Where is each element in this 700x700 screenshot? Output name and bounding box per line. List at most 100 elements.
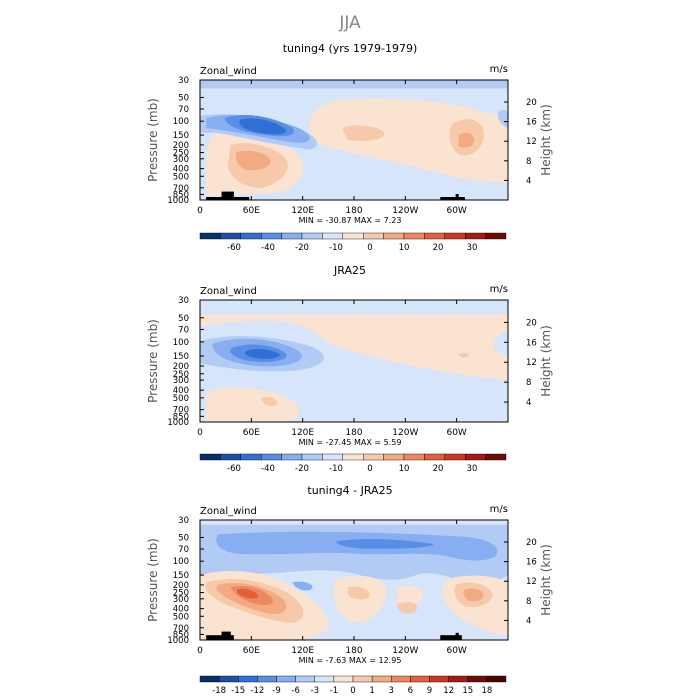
y-tick-label: 30 — [178, 296, 189, 306]
colorbar-box — [410, 675, 430, 683]
colorbar-box — [257, 675, 277, 683]
y-tick-label: 100 — [173, 557, 189, 567]
colorbar-label: -40 — [261, 464, 275, 474]
panel-2: JRA25 Zonal_wind m/s 0 60E 120E 180 120W 60W 30 50… — [146, 264, 553, 474]
colorbar-box — [238, 675, 258, 683]
terrain-mask — [221, 631, 231, 640]
colorbar-box — [467, 675, 488, 683]
min-max-stats: MIN = -30.87 MAX = 7.23 — [299, 216, 402, 225]
height-tick-label: 16 — [526, 338, 537, 348]
height-tick-label: 20 — [526, 318, 537, 328]
colorbar-label: -18 — [212, 686, 226, 696]
colorbar-box — [218, 675, 239, 683]
x-tick-label: 60W — [446, 646, 466, 656]
colorbar-label: 1 — [369, 686, 374, 696]
colorbar-label: 30 — [467, 243, 478, 253]
contour-field — [200, 80, 508, 200]
x-tick-label: 60E — [243, 206, 260, 216]
x-tick-label: 0 — [197, 646, 203, 656]
page-title: JJA — [338, 13, 361, 33]
y-tick-label: 250 — [173, 149, 189, 159]
colorbar-label: 20 — [433, 243, 444, 253]
y-tick-label: 500 — [173, 172, 189, 182]
y-tick-label: 700 — [173, 184, 189, 194]
units-label: m/s — [490, 284, 508, 295]
y-tick-label: 300 — [173, 155, 189, 165]
terrain-mask — [440, 197, 465, 200]
contour-region — [200, 80, 508, 89]
variable-label: Zonal_wind — [200, 66, 257, 77]
y-tick-label: 400 — [173, 165, 189, 175]
colorbar-box — [403, 453, 425, 461]
y-tick-label: 700 — [173, 406, 189, 416]
colorbar-label: 10 — [399, 243, 410, 253]
colorbar-box — [363, 232, 384, 240]
y-tick-label: 70 — [178, 545, 189, 555]
y-axis-label: Pressure (mb) — [146, 319, 160, 403]
colorbar-box — [465, 453, 486, 461]
y-tick-label: 30 — [178, 516, 189, 526]
colorbar-box — [391, 675, 411, 683]
contour-region — [333, 575, 387, 624]
colorbar-label: -1 — [330, 686, 338, 696]
panel-1: tuning4 (yrs 1979-1979) Zonal_wind m/s 0 60E… — [146, 42, 553, 253]
y-tick-label: 150 — [173, 571, 189, 581]
colorbar-box — [383, 453, 405, 461]
panel-title: JRA25 — [333, 264, 366, 277]
y-tick-label: 500 — [173, 612, 189, 622]
colorbar-label: 12 — [443, 686, 454, 696]
colorbar-label: -40 — [261, 243, 275, 253]
y-tick-label: 300 — [173, 376, 189, 386]
height-tick-label: 20 — [526, 538, 537, 548]
colorbar-box — [424, 232, 445, 240]
height-tick-label: 8 — [526, 597, 531, 607]
colorbar-box — [314, 675, 335, 683]
colorbar-label: 0 — [367, 243, 372, 253]
colorbar-box — [220, 232, 241, 240]
y-axis-label-right: Height (km) — [539, 325, 553, 396]
contour-region — [235, 150, 271, 171]
colorbar-label: -15 — [231, 686, 245, 696]
y-tick-label: 200 — [173, 581, 189, 591]
colorbar-box — [261, 232, 282, 240]
colorbar-box — [465, 232, 486, 240]
y-tick-label: 850 — [173, 412, 189, 422]
colorbar-label: -3 — [311, 686, 319, 696]
colorbar-box — [342, 232, 364, 240]
colorbar-box — [240, 453, 262, 461]
x-tick-label: 0 — [197, 428, 203, 438]
colorbar-box — [403, 232, 425, 240]
height-tick-label: 16 — [526, 118, 537, 128]
terrain-mask — [206, 635, 234, 640]
colorbar-label: -20 — [295, 464, 309, 474]
colorbar-box — [352, 675, 373, 683]
colorbar-label: -6 — [291, 686, 299, 696]
colorbar-box — [281, 232, 303, 240]
height-tick-label: 12 — [526, 358, 537, 368]
colorbar-box — [444, 232, 466, 240]
y-tick-label: 70 — [178, 325, 189, 335]
colorbar-box — [371, 675, 392, 683]
colorbar-label: 30 — [467, 464, 478, 474]
y-tick-label: 50 — [178, 314, 189, 324]
variable-label: Zonal_wind — [200, 506, 257, 517]
contour-field — [200, 300, 508, 422]
colorbar-label: 20 — [433, 464, 444, 474]
units-label: m/s — [490, 504, 508, 515]
colorbar-box — [383, 232, 405, 240]
x-tick-label: 120W — [392, 206, 418, 216]
contour-region — [458, 132, 475, 148]
contour-region — [206, 387, 300, 422]
contour-region — [244, 348, 281, 359]
contour-field — [200, 520, 508, 640]
colorbar-box — [444, 453, 466, 461]
colorbar-label: -20 — [295, 243, 309, 253]
contour-region — [292, 581, 313, 591]
y-tick-label: 1000 — [167, 636, 189, 646]
colorbar-label: 0 — [350, 686, 355, 696]
contour-region — [463, 588, 484, 602]
y-axis-label-right: Height (km) — [539, 544, 553, 615]
colorbar-box — [342, 453, 364, 461]
y-tick-label: 70 — [178, 105, 189, 115]
